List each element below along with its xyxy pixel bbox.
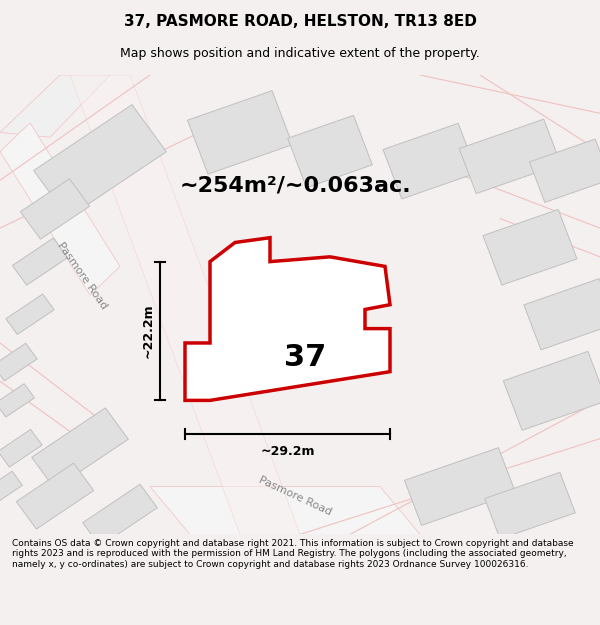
Polygon shape bbox=[485, 472, 575, 539]
Polygon shape bbox=[0, 75, 110, 138]
Polygon shape bbox=[0, 429, 42, 467]
Polygon shape bbox=[187, 91, 293, 174]
Polygon shape bbox=[529, 139, 600, 202]
Text: Pasmore Road: Pasmore Road bbox=[55, 241, 109, 311]
Polygon shape bbox=[16, 463, 94, 529]
Polygon shape bbox=[524, 279, 600, 350]
Text: Contains OS data © Crown copyright and database right 2021. This information is : Contains OS data © Crown copyright and d… bbox=[12, 539, 574, 569]
Polygon shape bbox=[20, 179, 89, 239]
Text: Pasmore Road: Pasmore Road bbox=[257, 475, 333, 518]
Polygon shape bbox=[288, 116, 372, 188]
Polygon shape bbox=[32, 408, 128, 489]
Polygon shape bbox=[0, 384, 34, 417]
Polygon shape bbox=[185, 238, 390, 401]
Polygon shape bbox=[6, 294, 54, 334]
Polygon shape bbox=[83, 484, 157, 546]
Text: ~22.2m: ~22.2m bbox=[142, 304, 155, 358]
Text: 37, PASMORE ROAD, HELSTON, TR13 8ED: 37, PASMORE ROAD, HELSTON, TR13 8ED bbox=[124, 14, 476, 29]
Text: ~29.2m: ~29.2m bbox=[260, 444, 315, 458]
Polygon shape bbox=[459, 119, 561, 194]
Polygon shape bbox=[13, 238, 68, 285]
Polygon shape bbox=[0, 123, 120, 295]
Polygon shape bbox=[0, 471, 22, 502]
Polygon shape bbox=[503, 351, 600, 430]
Polygon shape bbox=[70, 75, 300, 534]
Polygon shape bbox=[0, 343, 37, 381]
Text: 37: 37 bbox=[284, 343, 326, 372]
Polygon shape bbox=[404, 448, 515, 526]
Text: ~254m²/~0.063ac.: ~254m²/~0.063ac. bbox=[179, 175, 411, 195]
Polygon shape bbox=[150, 486, 420, 534]
Polygon shape bbox=[483, 209, 577, 285]
Polygon shape bbox=[34, 104, 166, 218]
Polygon shape bbox=[383, 123, 477, 199]
Text: Map shows position and indicative extent of the property.: Map shows position and indicative extent… bbox=[120, 48, 480, 61]
